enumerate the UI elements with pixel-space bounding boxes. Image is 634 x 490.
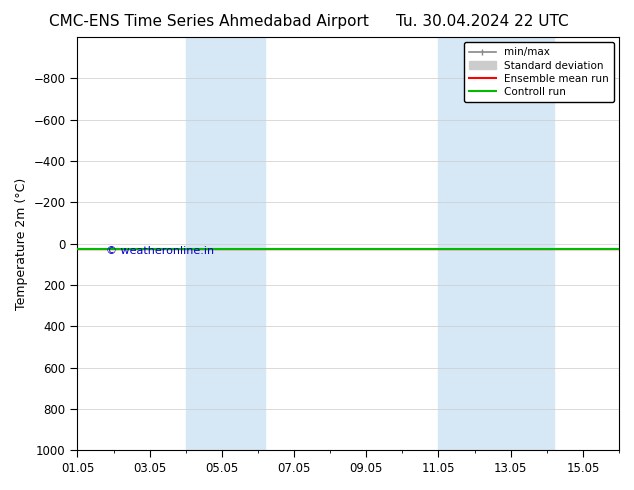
Text: © weatheronline.in: © weatheronline.in [107,246,214,256]
Bar [186,37,265,450]
Y-axis label: Temperature 2m (°C): Temperature 2m (°C) [15,177,28,310]
Text: Tu. 30.04.2024 22 UTC: Tu. 30.04.2024 22 UTC [396,14,568,29]
Legend: min/max, Standard deviation, Ensemble mean run, Controll run: min/max, Standard deviation, Ensemble me… [464,42,614,102]
Bar [439,37,554,450]
Text: CMC-ENS Time Series Ahmedabad Airport: CMC-ENS Time Series Ahmedabad Airport [49,14,369,29]
